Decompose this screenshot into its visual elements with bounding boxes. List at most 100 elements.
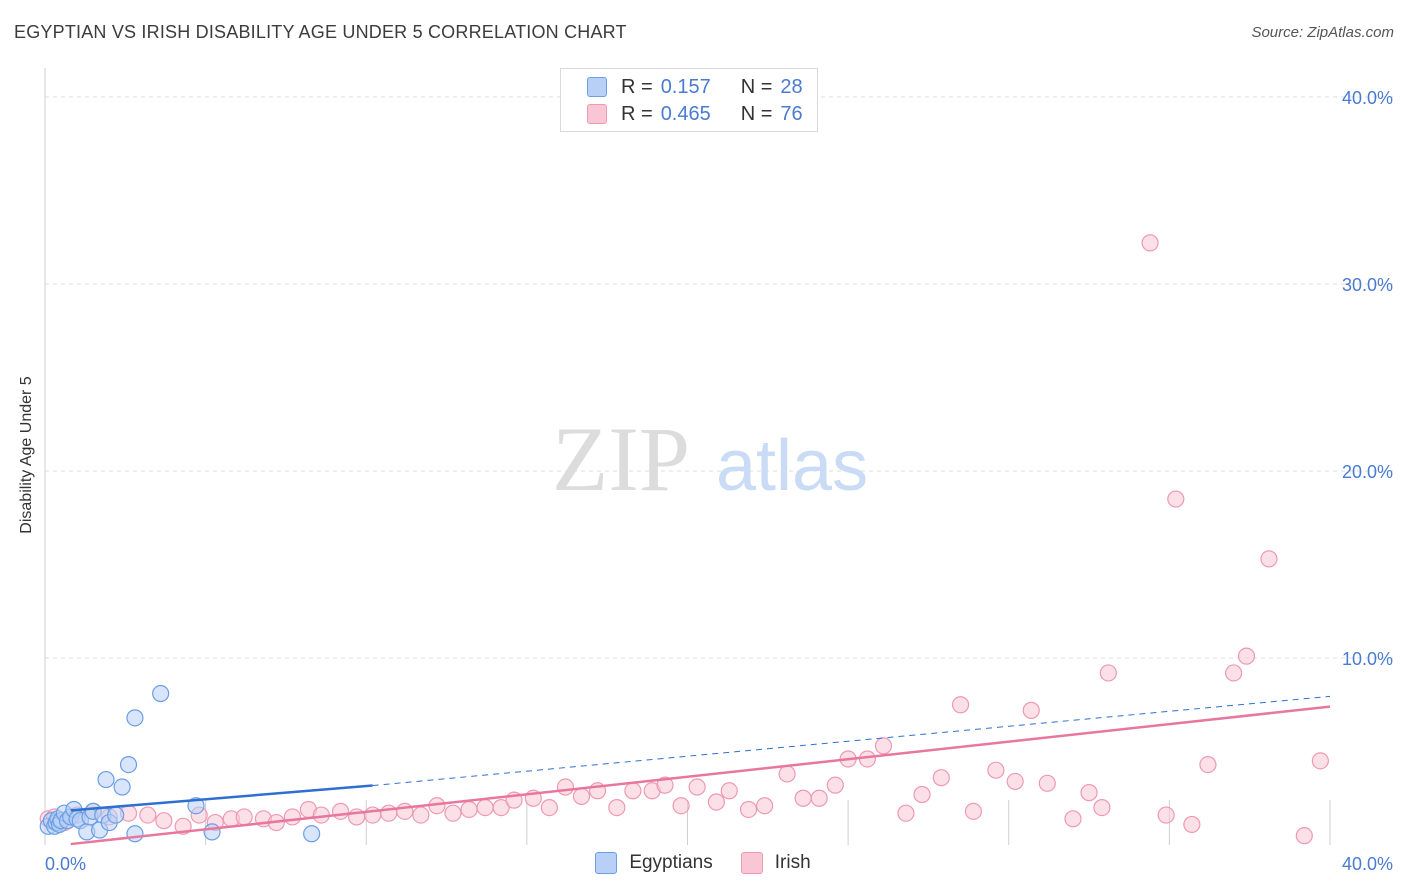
legend-item-egyptians[interactable]: Egyptians <box>595 852 713 874</box>
irish-point <box>572 787 591 805</box>
irish-point <box>858 750 877 768</box>
irish-point <box>1064 810 1082 828</box>
legend-r-label: R = <box>621 102 653 125</box>
y-tick-label: 10.0% <box>1342 649 1393 669</box>
irish-point <box>720 782 738 800</box>
irish-point <box>1080 784 1098 802</box>
irish-point <box>1199 755 1217 774</box>
legend-r-value: 0.157 <box>660 75 711 98</box>
legend-item-irish[interactable]: Irish <box>740 852 811 874</box>
legend-row-egyptians: R = 0.157 N = 28 <box>587 75 803 99</box>
irish-point <box>964 802 983 820</box>
egyptians-legend-swatch <box>595 852 618 874</box>
points-layer <box>39 234 1329 845</box>
egyptians-trend-extension <box>372 695 1331 787</box>
egyptians-point <box>126 825 144 843</box>
legend-n-value: 28 <box>780 75 803 98</box>
irish-point <box>139 806 157 824</box>
legend-n-label: N = <box>740 75 773 98</box>
irish-point <box>1295 827 1313 845</box>
source-label: Source: ZipAtlas.com <box>1251 24 1394 41</box>
irish-point <box>1157 806 1175 824</box>
egyptians-point <box>187 797 205 815</box>
irish-point <box>608 798 626 817</box>
grid-layer <box>45 96 1395 659</box>
irish-point <box>897 804 915 822</box>
irish-point <box>460 800 478 819</box>
irish-point <box>1311 752 1329 770</box>
irish-point <box>476 798 494 817</box>
irish-point <box>283 808 301 826</box>
irish-point <box>688 778 706 796</box>
irish-point <box>739 800 758 819</box>
legend-n-value: 76 <box>780 102 803 125</box>
watermark-atlas: atlas <box>716 426 868 506</box>
egyptians-point <box>113 778 131 796</box>
egyptians-point <box>107 806 125 824</box>
irish-point <box>492 798 510 817</box>
irish-point <box>932 769 950 787</box>
irish-trend-line <box>70 705 1331 846</box>
egyptians-swatch <box>587 77 607 97</box>
irish-point <box>1099 664 1117 682</box>
irish-point <box>1006 772 1024 791</box>
y-tick-label: 20.0% <box>1342 462 1393 482</box>
irish-point <box>235 808 253 826</box>
series-legend: Egyptians Irish <box>0 852 1406 874</box>
irish-point <box>1038 774 1056 792</box>
irish-point <box>951 696 970 714</box>
irish-point <box>1260 550 1278 568</box>
irish-point <box>444 804 462 822</box>
egyptians-point <box>152 684 170 703</box>
axis-layer: 10.0% 20.0% 30.0% 40.0% 0.0% 40.0% <box>44 68 1393 874</box>
trend-layer <box>70 695 1331 846</box>
irish-point <box>1183 815 1201 834</box>
irish-point <box>874 737 893 755</box>
irish-point <box>656 776 674 794</box>
watermark-zip: ZIP <box>552 408 690 510</box>
irish-point <box>1093 798 1111 817</box>
legend-n-label: N = <box>740 102 773 125</box>
y-axis-label: Disability Age Under 5 <box>18 376 35 534</box>
egyptians-point <box>303 825 321 843</box>
irish-point <box>810 789 828 807</box>
irish-point <box>1141 234 1159 252</box>
watermark: ZIP atlas <box>552 408 868 510</box>
irish-legend-swatch <box>740 852 763 874</box>
irish-point <box>794 789 812 807</box>
stats-legend: R = 0.157 N = 28 R = 0.465 N = 76 <box>560 68 818 132</box>
irish-point <box>1167 490 1185 508</box>
legend-label-irish: Irish <box>774 852 811 873</box>
irish-point <box>624 782 642 800</box>
egyptians-point <box>119 755 138 774</box>
legend-r-value: 0.465 <box>660 102 711 125</box>
legend-row-irish: R = 0.465 N = 76 <box>587 102 803 126</box>
irish-point <box>778 765 796 783</box>
irish-point <box>1237 647 1256 665</box>
irish-swatch <box>587 104 607 124</box>
chart-title: EGYPTIAN VS IRISH DISABILITY AGE UNDER 5… <box>14 22 627 42</box>
egyptians-point <box>97 770 115 789</box>
irish-point <box>987 761 1005 779</box>
x-tick-label: 0.0% <box>45 854 86 874</box>
irish-point <box>1225 664 1243 682</box>
irish-point <box>556 778 575 796</box>
egyptians-trend-line <box>70 784 373 812</box>
legend-label-egyptians: Egyptians <box>629 852 713 873</box>
irish-point <box>1022 701 1040 719</box>
irish-point <box>913 785 931 804</box>
egyptians-point <box>126 709 144 727</box>
y-tick-label: 30.0% <box>1342 275 1393 295</box>
irish-point <box>412 806 430 824</box>
y-tick-label: 40.0% <box>1342 88 1393 108</box>
irish-point <box>331 802 350 820</box>
x-tick-label: 40.0% <box>1342 854 1393 874</box>
irish-point <box>155 812 173 830</box>
irish-point <box>707 793 726 811</box>
irish-point <box>540 798 558 817</box>
irish-point <box>826 776 844 794</box>
irish-point <box>755 797 774 815</box>
irish-point <box>672 797 690 815</box>
legend-r-label: R = <box>621 75 653 98</box>
